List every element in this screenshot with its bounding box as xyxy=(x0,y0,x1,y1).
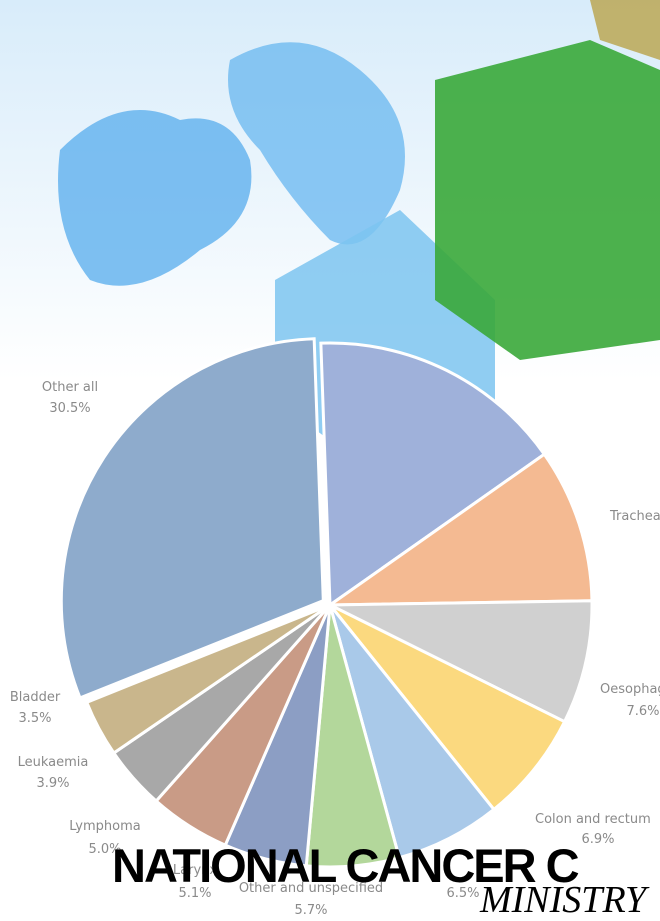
pie-slice xyxy=(319,341,547,608)
pie-slice xyxy=(59,337,325,700)
map-bar xyxy=(435,40,660,360)
slice-label: Trachea xyxy=(609,509,660,524)
slice-value-label: 7.6% xyxy=(626,704,659,719)
slice-value-label: 5.0% xyxy=(88,842,121,857)
slice-label: Larynx xyxy=(173,863,217,878)
pie: Trachea Oesophagus 7.6% Colon and rectum 6.9… xyxy=(10,337,660,918)
slice-value-label: 5.7% xyxy=(294,903,327,918)
slice-label: Bladder xyxy=(10,690,61,705)
title: NATIONAL CANCER C xyxy=(112,839,579,892)
slice-value-label: 6.5% xyxy=(446,886,479,901)
slice-label: Oesophagus xyxy=(600,682,660,697)
pie-slice xyxy=(328,603,567,812)
slice-label: Other and unspecified xyxy=(239,881,383,896)
map-island xyxy=(228,42,405,245)
slice-label: Other all xyxy=(42,380,98,395)
pie-slice xyxy=(325,452,594,607)
slice-value-label: 3.9% xyxy=(36,776,69,791)
subtitle: MINISTRY xyxy=(479,879,650,921)
slice-value-label: 5.1% xyxy=(178,886,211,901)
slice-value-label: 30.5% xyxy=(49,401,90,416)
pie-slice xyxy=(329,599,594,724)
slice-label: Colon and rectum xyxy=(535,812,651,827)
map-bar xyxy=(590,0,660,60)
pie-slice xyxy=(84,603,331,756)
slice-value-label: 6.9% xyxy=(581,832,614,847)
slice-label: Lymphoma xyxy=(69,819,140,834)
slice-label: Leukaemia xyxy=(18,755,89,770)
slice-value-label: 3.5% xyxy=(18,711,51,726)
map-island xyxy=(58,110,252,286)
